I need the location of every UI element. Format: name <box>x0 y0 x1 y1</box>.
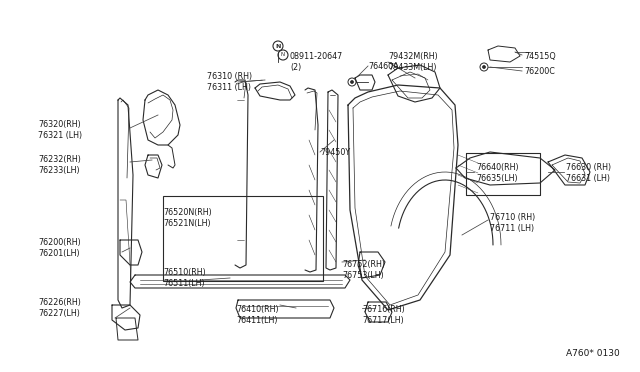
Text: 76710 (RH)
76711 (LH): 76710 (RH) 76711 (LH) <box>490 213 535 233</box>
Text: 79432M(RH)
79433M(LH): 79432M(RH) 79433M(LH) <box>388 52 438 72</box>
Text: 76640(RH)
76635(LH): 76640(RH) 76635(LH) <box>476 163 518 183</box>
Text: A760* 0130: A760* 0130 <box>566 349 620 358</box>
Bar <box>163 196 323 281</box>
Circle shape <box>483 65 486 68</box>
Text: 76200C: 76200C <box>524 67 555 76</box>
Text: 76320(RH)
76321 (LH): 76320(RH) 76321 (LH) <box>38 120 82 140</box>
Text: 76200(RH)
76201(LH): 76200(RH) 76201(LH) <box>38 238 81 258</box>
Text: 08911-20647
(2): 08911-20647 (2) <box>290 52 343 72</box>
Text: N: N <box>275 44 281 48</box>
Text: 76520N(RH)
76521N(LH): 76520N(RH) 76521N(LH) <box>163 208 212 228</box>
Text: 76510(RH)
76511(LH): 76510(RH) 76511(LH) <box>163 268 205 288</box>
Text: 76752(RH)
76753(LH): 76752(RH) 76753(LH) <box>342 260 385 280</box>
Text: 76232(RH)
76233(LH): 76232(RH) 76233(LH) <box>38 155 81 175</box>
Text: 76630 (RH)
76631 (LH): 76630 (RH) 76631 (LH) <box>566 163 611 183</box>
Text: 76310 (RH)
76311 (LH): 76310 (RH) 76311 (LH) <box>207 72 252 92</box>
Text: 76410(RH)
76411(LH): 76410(RH) 76411(LH) <box>236 305 278 325</box>
Text: 76716(RH)
76717(LH): 76716(RH) 76717(LH) <box>362 305 404 325</box>
Text: 74515Q: 74515Q <box>524 52 556 61</box>
Circle shape <box>351 80 353 83</box>
Text: 76226(RH)
76227(LH): 76226(RH) 76227(LH) <box>38 298 81 318</box>
Text: 76460A: 76460A <box>368 62 399 71</box>
Text: 79450Y: 79450Y <box>320 148 350 157</box>
Text: N: N <box>281 52 285 58</box>
